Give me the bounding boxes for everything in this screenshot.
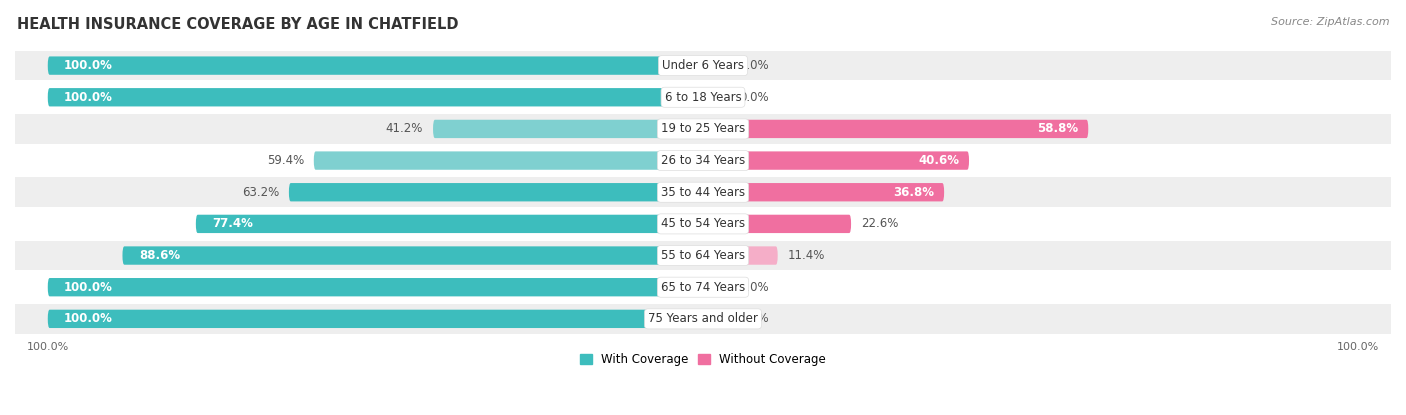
- FancyBboxPatch shape: [122, 247, 703, 265]
- Legend: With Coverage, Without Coverage: With Coverage, Without Coverage: [575, 348, 831, 371]
- Text: 100.0%: 100.0%: [65, 281, 112, 294]
- Text: 40.6%: 40.6%: [918, 154, 959, 167]
- Bar: [15, 240, 1391, 271]
- Bar: [15, 176, 1391, 208]
- Text: 19 to 25 Years: 19 to 25 Years: [661, 122, 745, 135]
- Text: 0.0%: 0.0%: [740, 312, 769, 325]
- Text: 11.4%: 11.4%: [787, 249, 825, 262]
- FancyBboxPatch shape: [703, 88, 730, 106]
- Text: 0.0%: 0.0%: [740, 59, 769, 72]
- Text: 6 to 18 Years: 6 to 18 Years: [665, 91, 741, 104]
- FancyBboxPatch shape: [703, 56, 730, 75]
- Text: 58.8%: 58.8%: [1038, 122, 1078, 135]
- Bar: [15, 271, 1391, 303]
- FancyBboxPatch shape: [48, 278, 703, 296]
- Text: HEALTH INSURANCE COVERAGE BY AGE IN CHATFIELD: HEALTH INSURANCE COVERAGE BY AGE IN CHAT…: [17, 17, 458, 32]
- Text: 88.6%: 88.6%: [139, 249, 180, 262]
- FancyBboxPatch shape: [48, 88, 703, 106]
- FancyBboxPatch shape: [48, 310, 703, 328]
- Text: Source: ZipAtlas.com: Source: ZipAtlas.com: [1271, 17, 1389, 27]
- Text: 41.2%: 41.2%: [385, 122, 423, 135]
- Text: 100.0%: 100.0%: [65, 312, 112, 325]
- Text: 0.0%: 0.0%: [740, 91, 769, 104]
- FancyBboxPatch shape: [703, 151, 969, 170]
- Bar: [15, 303, 1391, 334]
- Text: 45 to 54 Years: 45 to 54 Years: [661, 217, 745, 230]
- Bar: [15, 113, 1391, 145]
- FancyBboxPatch shape: [703, 183, 943, 201]
- FancyBboxPatch shape: [703, 215, 851, 233]
- Text: 63.2%: 63.2%: [242, 186, 278, 199]
- Text: 36.8%: 36.8%: [893, 186, 935, 199]
- FancyBboxPatch shape: [314, 151, 703, 170]
- Text: 35 to 44 Years: 35 to 44 Years: [661, 186, 745, 199]
- Bar: [15, 50, 1391, 81]
- FancyBboxPatch shape: [288, 183, 703, 201]
- Text: 22.6%: 22.6%: [860, 217, 898, 230]
- Text: 75 Years and older: 75 Years and older: [648, 312, 758, 325]
- Text: 65 to 74 Years: 65 to 74 Years: [661, 281, 745, 294]
- FancyBboxPatch shape: [703, 310, 730, 328]
- Text: 100.0%: 100.0%: [65, 91, 112, 104]
- Text: 0.0%: 0.0%: [740, 281, 769, 294]
- Text: 59.4%: 59.4%: [267, 154, 304, 167]
- Text: Under 6 Years: Under 6 Years: [662, 59, 744, 72]
- FancyBboxPatch shape: [48, 56, 703, 75]
- Bar: [15, 145, 1391, 176]
- FancyBboxPatch shape: [703, 278, 730, 296]
- FancyBboxPatch shape: [195, 215, 703, 233]
- Bar: [15, 81, 1391, 113]
- Text: 77.4%: 77.4%: [212, 217, 253, 230]
- FancyBboxPatch shape: [703, 120, 1088, 138]
- Bar: [15, 208, 1391, 240]
- FancyBboxPatch shape: [433, 120, 703, 138]
- FancyBboxPatch shape: [703, 247, 778, 265]
- Text: 26 to 34 Years: 26 to 34 Years: [661, 154, 745, 167]
- Text: 55 to 64 Years: 55 to 64 Years: [661, 249, 745, 262]
- Text: 100.0%: 100.0%: [65, 59, 112, 72]
